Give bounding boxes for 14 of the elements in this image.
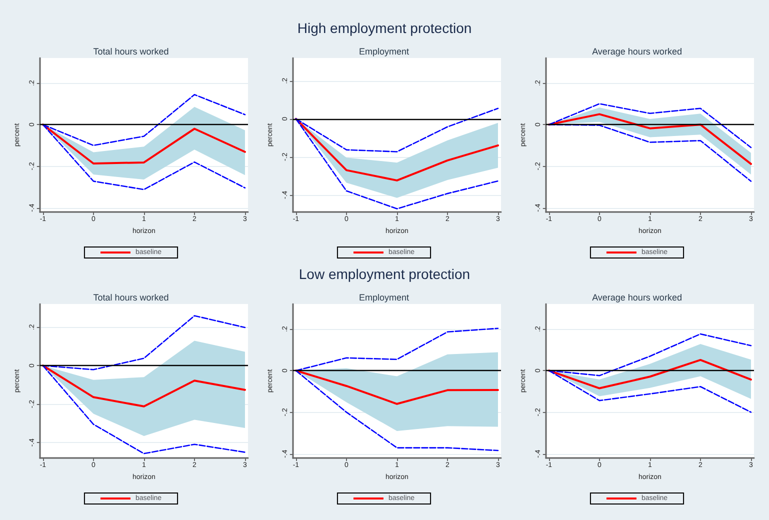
- text: High employment protection: [297, 20, 472, 36]
- line-series: [42, 124, 246, 165]
- line-series: [42, 364, 246, 408]
- text: Low employment protection: [298, 266, 470, 282]
- chart-title: Average hours worked: [592, 292, 682, 302]
- line-series: [548, 358, 752, 390]
- line-series: [548, 113, 752, 165]
- chart-title: Total hours worked: [93, 292, 169, 302]
- chart-title: Total hours worked: [93, 46, 169, 56]
- chart-title: Average hours worked: [592, 46, 682, 56]
- chart-title: Employment: [358, 46, 410, 56]
- line-series: [294, 118, 499, 182]
- chart-title: Employment: [358, 292, 410, 302]
- line-series: [294, 370, 499, 405]
